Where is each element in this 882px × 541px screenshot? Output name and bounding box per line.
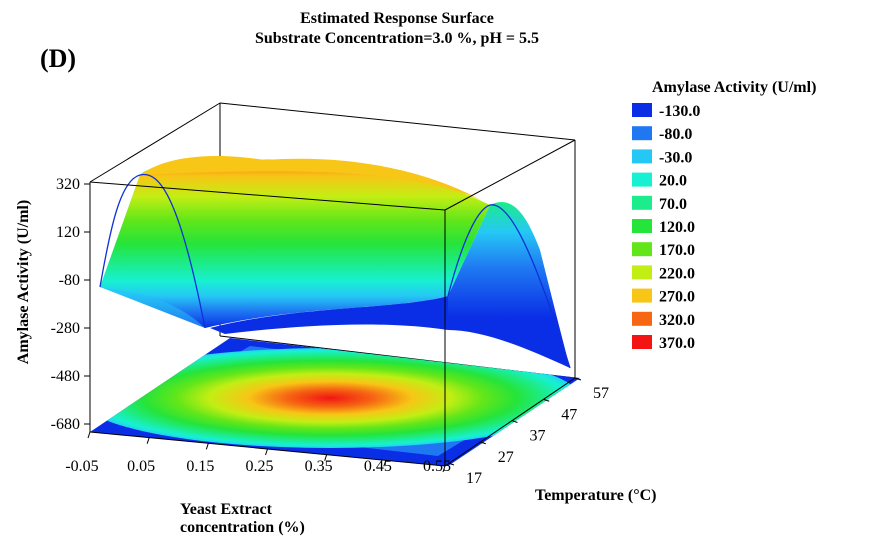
- legend-swatch: [632, 195, 652, 210]
- legend-swatch: [632, 335, 652, 349]
- x-tick-mark: [87, 431, 91, 439]
- x-tick-label: 0.55: [423, 458, 451, 475]
- legend-swatch: [632, 288, 652, 303]
- chart-subtitle: Substrate Concentration=3.0 %, pH = 5.5: [255, 30, 539, 47]
- legend-swatch: [632, 172, 652, 187]
- x-tick-mark: [146, 437, 150, 444]
- z-axis-ticks: 320 120 -80 -280 -480 -680: [51, 176, 90, 433]
- legend-swatch: [632, 126, 652, 141]
- legend-label: 320.0: [659, 312, 695, 329]
- x-tick-label: 0.45: [364, 458, 392, 475]
- y-tick-label: 37: [530, 428, 546, 445]
- legend-label: 120.0: [659, 219, 695, 236]
- x-tick-label: 0.25: [246, 458, 274, 475]
- x-axis-ticks: -0.05 0.05 0.15 0.25 0.35 0.45 0.55: [65, 431, 451, 475]
- legend-swatch: [632, 219, 652, 233]
- x-axis-label-line1: Yeast Extract: [180, 501, 273, 518]
- panel-label: (D): [40, 44, 76, 73]
- z-tick-label: -480: [51, 368, 80, 385]
- legend-label: 270.0: [659, 289, 695, 306]
- z-tick-label: -280: [51, 320, 80, 337]
- x-tick-label: 0.15: [186, 458, 214, 475]
- x-tick-mark: [442, 465, 446, 473]
- y-tick-label: 17: [466, 470, 482, 487]
- z-tick-label: 120: [56, 224, 80, 241]
- legend-swatch: [632, 103, 652, 117]
- y-tick-label: 57: [593, 385, 609, 402]
- legend-swatch: [632, 242, 652, 257]
- legend-label: 170.0: [659, 242, 695, 259]
- response-surface: [99, 155, 571, 369]
- x-tick-label: -0.05: [65, 458, 98, 475]
- legend-swatch: [632, 149, 652, 164]
- z-axis-label: Amylase Activity (U/ml): [15, 200, 32, 364]
- legend-label: 70.0: [659, 196, 687, 213]
- legend-label: -80.0: [659, 126, 692, 143]
- x-tick-mark: [265, 448, 268, 456]
- x-tick-mark: [324, 454, 328, 461]
- chart-title: Estimated Response Surface: [300, 10, 494, 27]
- contour-floor: [90, 338, 580, 466]
- y-tick-mark: [479, 441, 486, 445]
- z-tick-label: -80: [59, 272, 80, 289]
- y-tick-mark: [511, 420, 518, 423]
- y-tick-label: 47: [561, 406, 577, 423]
- y-tick-label: 27: [498, 449, 514, 466]
- legend-label: 20.0: [659, 173, 687, 190]
- legend: Amylase Activity (U/ml) -130.0 -80.0 -30.0…: [632, 79, 816, 352]
- z-tick-label: -680: [51, 416, 80, 433]
- x-tick-label: 0.05: [127, 458, 155, 475]
- legend-label: 220.0: [659, 265, 695, 282]
- legend-label: -130.0: [659, 103, 700, 120]
- y-tick-mark: [543, 398, 550, 402]
- legend-title: Amylase Activity (U/ml): [652, 79, 816, 96]
- x-axis-label-line2: concentration (%): [180, 519, 305, 536]
- legend-swatch: [632, 265, 652, 280]
- y-tick-mark: [447, 462, 455, 466]
- y-axis-ticks: 17 27 37 47 57: [447, 377, 609, 487]
- x-tick-mark: [205, 443, 209, 450]
- y-axis-label: Temperature (°C): [535, 487, 656, 504]
- legend-label: 370.0: [659, 335, 695, 352]
- z-tick-label: 320: [56, 176, 80, 193]
- x-tick-label: 0.35: [305, 458, 333, 475]
- legend-label: -30.0: [659, 149, 692, 166]
- x-tick-mark: [383, 460, 387, 467]
- legend-swatch: [632, 311, 652, 326]
- y-tick-mark: [574, 377, 582, 381]
